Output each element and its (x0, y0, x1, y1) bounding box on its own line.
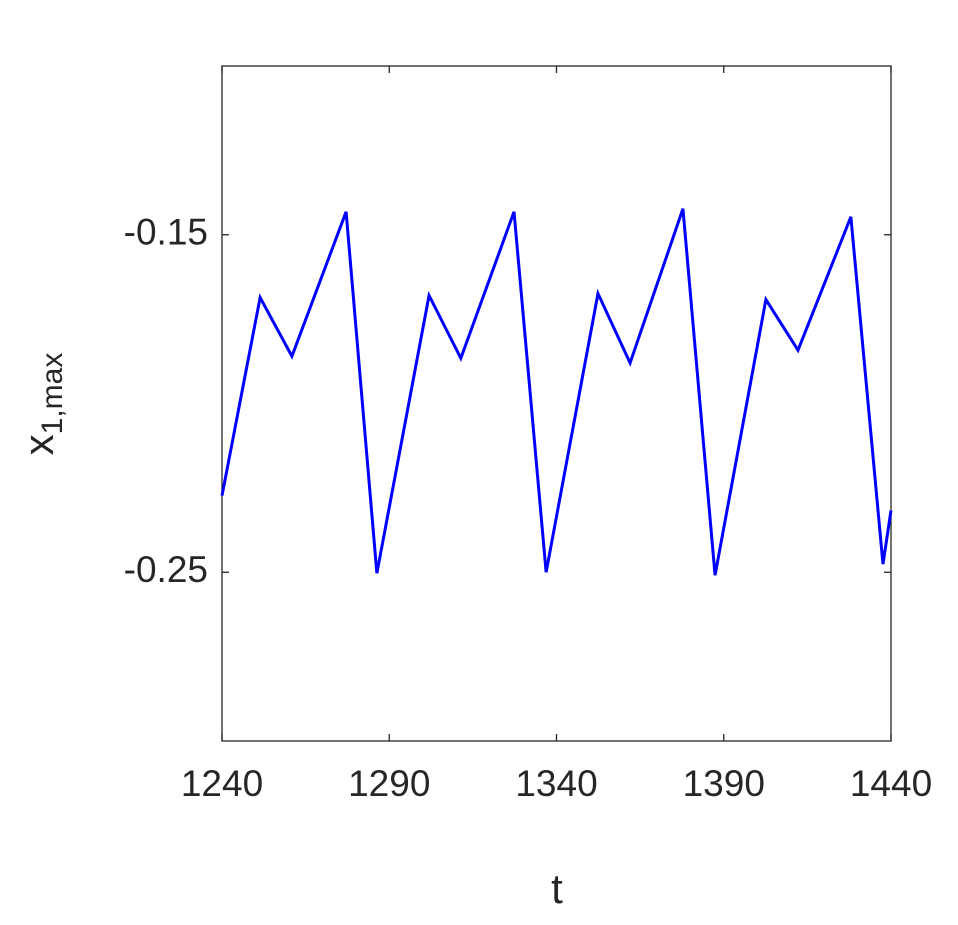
x-tick-label: 1390 (683, 763, 765, 804)
y-label-base: x (15, 434, 62, 455)
y-axis-label: x1,max (15, 353, 69, 456)
y-tick-label: -0.25 (124, 549, 208, 590)
x-tick-label: 1290 (348, 763, 430, 804)
y-label-subscript: 1,max (36, 353, 69, 435)
plot-frame (221, 65, 892, 742)
data-line (220, 208, 893, 576)
y-tick-label: -0.15 (124, 212, 208, 253)
x-tick-label: 1240 (181, 763, 263, 804)
x-axis-label: t (551, 865, 563, 912)
x-tick-label: 1440 (850, 763, 932, 804)
x-tick-label: 1340 (515, 763, 597, 804)
